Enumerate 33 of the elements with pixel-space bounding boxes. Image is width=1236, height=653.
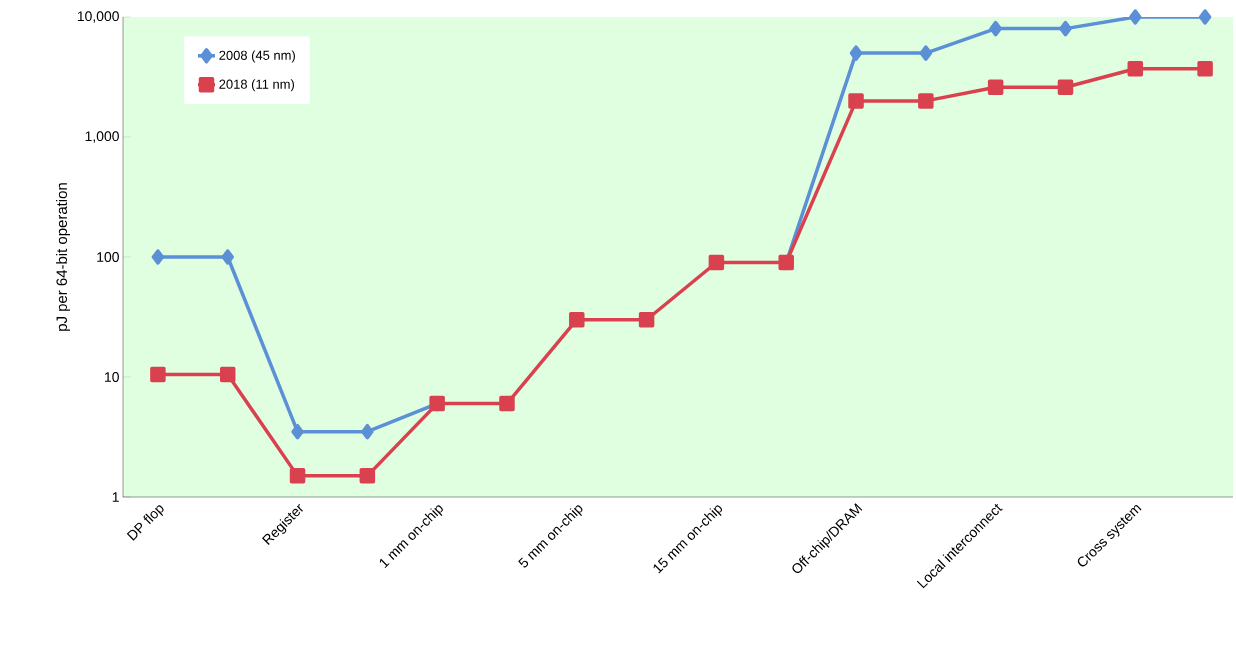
point <box>1197 61 1213 77</box>
point <box>361 423 374 440</box>
y-tick-label: 10 <box>105 372 119 382</box>
point <box>708 254 725 271</box>
y-tick-label: 10,000 <box>77 11 119 23</box>
point <box>151 249 165 265</box>
legend-label: 2008 (45 nm) <box>219 50 295 63</box>
point <box>1127 61 1144 77</box>
point <box>919 45 933 61</box>
y-axis-title: pJ per 64-bit operation <box>56 183 70 331</box>
point <box>918 93 934 109</box>
point <box>289 468 306 484</box>
y-tick-label: 1,000 <box>85 131 119 143</box>
point <box>569 311 585 328</box>
point <box>499 395 515 412</box>
point <box>150 366 166 383</box>
point <box>1129 9 1142 25</box>
point <box>1198 9 1212 25</box>
point <box>987 79 1004 95</box>
point <box>989 20 1002 37</box>
point <box>638 311 655 328</box>
x-tick-label: DP flop <box>126 505 164 541</box>
y-tick-label: 100 <box>97 252 119 262</box>
point <box>1057 79 1074 95</box>
legend-label: 2018 (11 nm) <box>219 79 294 92</box>
point <box>1059 20 1072 37</box>
point <box>221 249 234 265</box>
point <box>848 93 864 109</box>
point <box>849 45 863 61</box>
y-tick-label: 1 <box>112 492 119 502</box>
point <box>219 366 236 383</box>
point <box>359 468 376 484</box>
point <box>291 423 304 440</box>
